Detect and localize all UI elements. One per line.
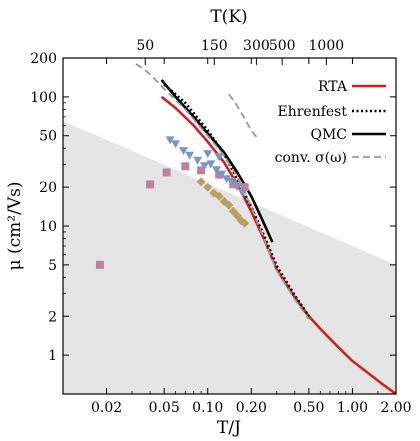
square-point xyxy=(162,168,171,177)
triangle-point xyxy=(171,140,181,149)
triangle-point xyxy=(203,150,213,159)
shaded-region xyxy=(63,121,396,394)
square-point xyxy=(146,180,155,189)
top-tick-label: 300 xyxy=(243,38,270,54)
square-point xyxy=(95,260,104,269)
triangle-point xyxy=(165,136,175,145)
y-tick-label: 1 xyxy=(48,348,57,364)
square-point xyxy=(181,162,190,171)
series-line-conv- xyxy=(135,63,310,320)
scatter-layer xyxy=(95,136,250,269)
square-point xyxy=(215,170,224,179)
top-tick-label: 1000 xyxy=(309,38,345,54)
triangle-point xyxy=(178,147,188,156)
diamond-point xyxy=(203,182,213,192)
series-line xyxy=(228,93,259,139)
diamond-point xyxy=(224,200,234,210)
legend-label: Ehrenfest xyxy=(277,104,347,120)
legend-label: QMC xyxy=(310,127,347,143)
series-line-qmc xyxy=(160,79,274,243)
triangle-point xyxy=(185,151,195,160)
y-tick-label: 20 xyxy=(39,180,57,196)
x-tick-label: 0.02 xyxy=(91,400,122,416)
triangle-point xyxy=(222,175,232,184)
diamond-point xyxy=(214,191,224,201)
top-tick-label: 500 xyxy=(269,38,296,54)
axis-ticks xyxy=(63,57,397,394)
y-tick-label: 50 xyxy=(39,129,57,145)
legend-label: conv. σ(ω) xyxy=(275,150,347,166)
triangle-point xyxy=(193,156,203,165)
square-point xyxy=(197,166,206,175)
x-tick-label: 2.00 xyxy=(380,400,411,416)
series-layer xyxy=(135,63,396,394)
triangle-point xyxy=(226,177,236,186)
x-axis-title: T/J xyxy=(217,418,241,438)
square-point xyxy=(240,183,249,192)
triangle-point xyxy=(214,153,224,162)
triangle-point xyxy=(238,189,248,198)
x-tick-label: 0.50 xyxy=(293,400,324,416)
triangle-point xyxy=(217,170,227,179)
y-axis-title: μ (cm²/Vs) xyxy=(5,182,25,271)
triangle-point xyxy=(199,162,209,171)
top-axis-title: T(K) xyxy=(210,7,247,27)
diamond-point xyxy=(196,177,206,187)
y-tick-label: 5 xyxy=(48,258,57,274)
x-tick-label: 0.05 xyxy=(149,400,180,416)
x-tick-label: 1.00 xyxy=(337,400,368,416)
top-tick-label: 150 xyxy=(201,38,228,54)
y-tick-label: 100 xyxy=(30,90,57,106)
top-tick-label: 50 xyxy=(136,38,154,54)
legend: RTA Ehrenfest QMC conv. σ(ω) xyxy=(275,79,386,166)
legend-label: RTA xyxy=(318,79,348,95)
x-tick-label: 0.20 xyxy=(236,400,267,416)
diamond-point xyxy=(240,218,250,228)
triangle-point xyxy=(206,160,216,169)
axis-tick-labels: 0.02 0.05 0.10 0.20 0.50 1.00 2.00 1 2 5 10 20 50 100… xyxy=(30,38,411,416)
x-tick-label: 0.10 xyxy=(192,400,223,416)
y-tick-label: 10 xyxy=(39,219,57,235)
y-tick-label: 2 xyxy=(48,309,57,325)
triangle-point xyxy=(232,183,242,192)
triangle-point xyxy=(212,166,222,175)
y-tick-label: 200 xyxy=(30,51,57,67)
square-point xyxy=(229,180,238,189)
